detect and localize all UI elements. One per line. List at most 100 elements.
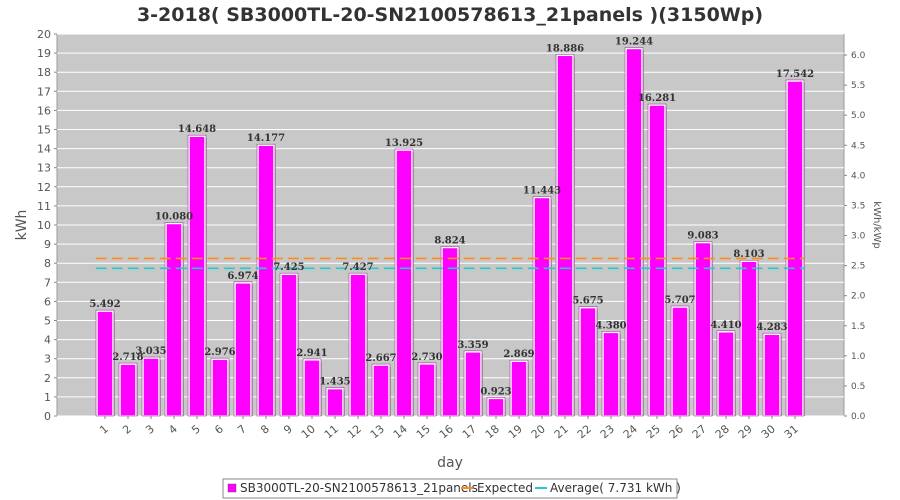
bar-day-13: [372, 364, 390, 417]
data-label-day-19: 2.869: [503, 349, 534, 360]
data-label-day-2: 2.718: [112, 352, 143, 363]
y-tick-label: 5: [44, 315, 51, 328]
y-right-tick-label: 2.5: [851, 262, 865, 272]
data-label-day-15: 2.730: [411, 352, 442, 363]
y-tick-label: 17: [37, 85, 51, 98]
y-tick-label: 13: [37, 162, 51, 175]
y-tick-label: 4: [44, 334, 51, 347]
bar-day-18: [487, 397, 505, 417]
data-label-day-4: 10.080: [155, 211, 193, 222]
y-tick-label: 6: [44, 295, 51, 308]
data-label-day-16: 8.824: [434, 235, 465, 246]
y-tick-label: 12: [37, 181, 51, 194]
bars: [95, 47, 805, 417]
y-right-tick-label: 5.5: [851, 81, 865, 91]
y-tick-label: 14: [37, 143, 51, 156]
bar-day-15: [418, 363, 436, 417]
y-right-tick-label: 4.0: [851, 171, 866, 181]
data-label-day-21: 18.886: [546, 43, 584, 54]
data-label-day-8: 14.177: [247, 133, 285, 144]
data-label-day-29: 8.103: [733, 249, 764, 260]
chart-title: 3-2018( SB3000TL-20-SN2100578613_21panel…: [137, 4, 763, 26]
data-label-day-26: 5.707: [664, 295, 695, 306]
data-label-day-11: 1.435: [319, 377, 350, 388]
bar-day-6: [211, 358, 229, 417]
legend: SB3000TL-20-SN2100578613_21panels Expect…: [222, 478, 681, 499]
y-tick-label: 20: [37, 28, 51, 41]
bar-day-2: [119, 363, 137, 417]
data-label-day-28: 4.410: [710, 320, 741, 331]
data-label-day-9: 7.425: [273, 262, 304, 273]
bar-day-25: [648, 104, 666, 417]
bar-day-31: [786, 80, 804, 417]
bar-day-16: [441, 246, 459, 417]
data-label-day-20: 11.443: [523, 185, 561, 196]
data-label-day-3: 3.035: [135, 346, 166, 357]
data-label-day-13: 2.667: [365, 353, 396, 364]
bar-day-14: [395, 149, 413, 417]
data-label-day-23: 4.380: [595, 320, 626, 331]
y-axis-right: 0.0 0.5 1.0 1.5 2.0 2.5 3.0 3.5 4.0 4.5 5.0 5.5 6.0: [844, 51, 866, 422]
y-axis-right-label: kWh/kWp: [871, 201, 882, 248]
data-label-day-5: 14.648: [178, 124, 216, 135]
data-label-day-1: 5.492: [89, 299, 120, 310]
y-right-tick-label: 3.0: [851, 232, 866, 242]
data-label-day-18: 0.923: [480, 386, 511, 397]
data-label-day-31: 17.542: [776, 69, 814, 80]
data-label-day-17: 3.359: [457, 340, 488, 351]
bar-day-23: [602, 331, 620, 417]
y-axis-label: kWh: [14, 210, 30, 241]
bar-day-11: [326, 387, 344, 417]
y-tick-label: 11: [37, 200, 51, 213]
y-right-tick-label: 2.0: [851, 292, 866, 302]
data-label-day-7: 6.974: [227, 271, 258, 282]
y-tick-label: 0: [44, 410, 51, 423]
y-right-tick-label: 6.0: [851, 51, 866, 61]
y-tick-label: 3: [44, 353, 51, 366]
data-label-day-27: 9.083: [687, 231, 718, 242]
bar-day-5: [188, 135, 206, 417]
data-label-day-24: 19.244: [615, 36, 653, 47]
data-label-day-12: 7.427: [342, 262, 373, 273]
y-right-tick-label: 0.0: [851, 412, 866, 422]
y-tick-label: 18: [37, 66, 51, 79]
y-right-tick-label: 3.5: [851, 201, 865, 211]
data-label-day-22: 5.675: [572, 296, 603, 307]
y-tick-label: 19: [37, 47, 51, 60]
y-tick-label: 16: [37, 104, 51, 117]
y-tick-label: 9: [44, 238, 51, 251]
legend-item-average: Average( 7.731 kWh ): [550, 481, 681, 495]
bar-day-30: [763, 333, 781, 417]
bar-day-10: [303, 359, 321, 417]
y-tick-label: 8: [44, 257, 51, 270]
y-tick-label: 15: [37, 124, 51, 137]
bar-day-22: [579, 306, 597, 417]
y-right-tick-label: 0.5: [851, 382, 865, 392]
data-label-day-6: 2.976: [204, 347, 235, 358]
x-axis-label: day: [437, 455, 463, 471]
data-label-day-14: 13.925: [385, 138, 423, 149]
legend-swatch-series: [227, 483, 237, 493]
y-right-tick-label: 5.0: [851, 111, 866, 121]
reference-lines: [95, 257, 805, 270]
legend-box: [222, 478, 678, 499]
bar-day-12: [349, 273, 367, 417]
bar-day-9: [280, 273, 298, 417]
y-tick-label: 1: [44, 391, 51, 404]
bar-day-7: [234, 282, 252, 417]
bar-day-29: [740, 260, 758, 417]
bar-day-20: [533, 196, 551, 417]
y-right-tick-label: 4.5: [851, 141, 865, 151]
data-label-day-25: 16.281: [638, 93, 676, 104]
bar-day-8: [257, 144, 275, 417]
bar-day-17: [464, 351, 482, 417]
y-right-tick-label: 1.0: [851, 352, 866, 362]
y-tick-label: 7: [44, 276, 51, 289]
bar-day-3: [142, 357, 160, 417]
bar-day-26: [671, 306, 689, 417]
bar-day-21: [556, 54, 574, 417]
bar-day-1: [96, 310, 114, 417]
